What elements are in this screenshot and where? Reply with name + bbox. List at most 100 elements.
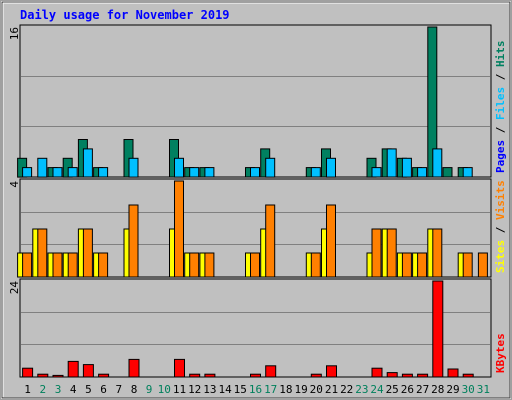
- bar-files-day-25: [386, 148, 397, 178]
- x-tick-day-1: 1: [24, 383, 31, 396]
- legend-sites: Sites: [494, 240, 507, 273]
- bar-kbytes-day-28: [432, 280, 444, 378]
- bar-files-day-17: [265, 157, 276, 178]
- y-max-label: 16: [8, 27, 21, 40]
- bar-kbytes-day-25: [386, 372, 398, 378]
- bar-kbytes-day-24: [371, 367, 383, 378]
- x-tick-day-24: 24: [370, 383, 384, 396]
- x-tick-day-31: 31: [477, 383, 490, 396]
- bar-files-day-5: [82, 148, 93, 178]
- x-tick-day-13: 13: [203, 383, 216, 396]
- x-tick-day-4: 4: [70, 383, 77, 396]
- x-tick-day-28: 28: [431, 383, 444, 396]
- panel-plot-area: [19, 24, 492, 178]
- legend-hits: Hits: [494, 41, 507, 68]
- bar-files-day-28: [432, 148, 443, 178]
- bar-visits-day-1: [22, 252, 33, 278]
- x-tick-day-22: 22: [340, 383, 353, 396]
- legend-visits: Visits: [494, 180, 507, 220]
- legend-separator: /: [494, 220, 507, 240]
- x-tick-day-14: 14: [218, 383, 232, 396]
- bar-visits-day-6: [98, 252, 109, 278]
- x-tick-day-6: 6: [100, 383, 107, 396]
- x-tick-day-29: 29: [446, 383, 459, 396]
- x-tick-day-27: 27: [416, 383, 429, 396]
- x-tick-day-10: 10: [158, 383, 171, 396]
- bar-kbytes-day-1: [22, 367, 34, 378]
- x-tick-day-26: 26: [401, 383, 414, 396]
- bar-visits-day-31: [477, 252, 488, 278]
- panel-hits-files-pages: 16 Pages / Files / Hits: [8, 24, 507, 178]
- x-tick-day-18: 18: [279, 383, 292, 396]
- bar-kbytes-day-13: [204, 373, 216, 378]
- bar-visits-day-3: [52, 252, 63, 278]
- bar-files-day-24: [371, 167, 382, 178]
- x-tick-day-9: 9: [146, 383, 153, 396]
- bar-visits-day-30: [462, 252, 473, 278]
- bar-files-day-21: [326, 157, 336, 178]
- bar-visits-day-11: [174, 180, 184, 278]
- x-tick-day-17: 17: [264, 383, 277, 396]
- bar-visits-day-24: [371, 228, 382, 278]
- bar-visits-day-25: [386, 228, 397, 278]
- panel-visits-sites: 4 Sites / Visits: [8, 178, 507, 278]
- bar-files-day-1: [22, 167, 33, 178]
- bar-files-day-20: [310, 167, 321, 178]
- bar-files-day-3: [52, 167, 63, 178]
- chart-panels: 16 Pages / Files / Hits 4 Sites / Visits 24 K…: [8, 24, 507, 378]
- bar-kbytes-day-4: [67, 360, 79, 378]
- bar-visits-day-16: [250, 252, 260, 278]
- panel-plot-area: [19, 278, 492, 378]
- x-tick-day-2: 2: [39, 383, 46, 396]
- x-tick-day-19: 19: [294, 383, 307, 396]
- bar-files-day-6: [98, 167, 109, 178]
- bar-visits-day-26: [401, 252, 412, 278]
- x-tick-day-5: 5: [85, 383, 92, 396]
- bar-files-day-8: [128, 157, 139, 178]
- bar-kbytes-day-26: [401, 373, 413, 378]
- bar-visits-day-28: [432, 228, 443, 278]
- x-tick-day-25: 25: [386, 383, 399, 396]
- bar-files-day-27: [417, 167, 428, 178]
- y-max-label: 24: [8, 281, 21, 295]
- bar-visits-day-8: [128, 204, 139, 278]
- bar-files-day-12: [189, 167, 200, 178]
- bar-kbytes-day-20: [310, 373, 322, 378]
- x-tick-day-12: 12: [188, 383, 201, 396]
- bar-files-day-2: [37, 157, 48, 178]
- y-legend-kbytes: KBytes: [494, 333, 507, 373]
- bar-kbytes-day-11: [174, 358, 185, 378]
- legend-kbytes: KBytes: [494, 333, 507, 373]
- bar-files-day-4: [67, 167, 78, 178]
- bar-visits-day-5: [82, 228, 93, 278]
- legend-separator: /: [494, 120, 507, 140]
- bar-visits-day-20: [310, 252, 321, 278]
- x-tick-day-7: 7: [115, 383, 122, 396]
- x-tick-day-21: 21: [325, 383, 338, 396]
- y-legend-visits-sites: Sites / Visits: [494, 180, 507, 273]
- x-axis-labels: 1 2 3 4 5 6 7 8 9 10 11 12 13 14 15 16 17 18 19 20 21 22 23 24 2…: [24, 383, 490, 396]
- bar-kbytes-day-6: [98, 373, 110, 378]
- bar-kbytes-day-27: [417, 373, 429, 378]
- bar-kbytes-day-30: [462, 373, 474, 378]
- x-tick-day-11: 11: [173, 383, 186, 396]
- bar-visits-day-4: [67, 252, 78, 278]
- bar-visits-day-17: [265, 204, 276, 278]
- x-tick-day-30: 30: [462, 383, 475, 396]
- bar-visits-day-2: [37, 228, 48, 278]
- x-tick-day-20: 20: [310, 383, 323, 396]
- legend-separator: /: [494, 67, 507, 87]
- x-tick-day-8: 8: [131, 383, 138, 396]
- bar-kbytes-day-5: [82, 364, 94, 378]
- bar-kbytes-day-16: [250, 373, 261, 378]
- x-tick-day-15: 15: [234, 383, 247, 396]
- bar-kbytes-day-12: [189, 373, 201, 378]
- y-max-label: 4: [8, 181, 21, 188]
- x-tick-day-3: 3: [55, 383, 62, 396]
- chart-title: Daily usage for November 2019: [20, 8, 230, 22]
- x-tick-day-23: 23: [355, 383, 368, 396]
- bar-kbytes-day-17: [265, 365, 277, 378]
- bar-visits-day-27: [417, 252, 428, 278]
- bar-kbytes-day-8: [128, 358, 140, 378]
